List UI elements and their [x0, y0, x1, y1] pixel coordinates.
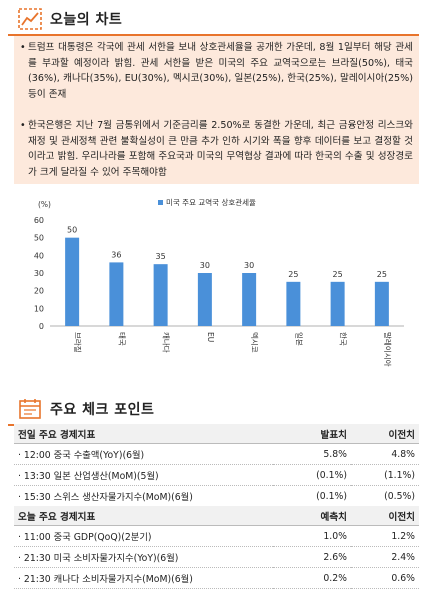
section-header-check-points: 주요 체크 포인트	[8, 394, 419, 426]
indicator-name: · 11:00 중국 GDP(QoQ)(2분기)	[14, 525, 273, 547]
section-header-todays-chart: 오늘의 차트	[8, 4, 419, 36]
bullet-mark: •	[20, 120, 26, 131]
actual-value: 5.8%	[273, 443, 351, 465]
table-row: · 21:30 미국 소비자물가지수(YoY)(6월) 2.6% 2.4%	[14, 546, 419, 568]
tariff-bar-chart: (%) 미국 주요 교역국 상호관세율 0 10 20 30 40 50 60 50 브라질 36 태국…	[34, 197, 404, 367]
forecast-value: 1.0%	[273, 525, 351, 547]
data-label: 25	[333, 270, 343, 279]
y-tick-label: 40	[34, 251, 44, 260]
bullet-mark: •	[20, 42, 26, 53]
data-label: 30	[200, 261, 210, 270]
previous-value: 0.6%	[351, 567, 419, 589]
x-tick-label: 태국	[117, 332, 126, 346]
col-header-previous: 이전치	[351, 506, 419, 526]
bar	[330, 281, 345, 326]
commentary-box: • 트럼프 대통령은 각국에 관세 서한을 보내 상호관세율을 공개한 가운데,…	[14, 36, 419, 184]
x-tick-label: 브라질	[73, 332, 82, 353]
col-header-indicator: 오늘 주요 경제지표	[14, 506, 273, 526]
x-tick-label: EU	[206, 332, 215, 342]
commentary-bullet-1: • 트럼프 대통령은 각국에 관세 서한을 보내 상호관세율을 공개한 가운데,…	[20, 40, 413, 102]
forecast-value: 0.2%	[273, 567, 351, 589]
y-tick-label: 30	[34, 269, 44, 278]
y-unit-label: (%)	[38, 200, 51, 209]
section-title: 주요 체크 포인트	[50, 402, 155, 418]
col-header-previous: 이전치	[351, 424, 419, 444]
x-tick-label: 멕시코	[250, 332, 260, 353]
actual-value: (0.1%)	[273, 464, 351, 486]
x-tick-label: 한국	[339, 332, 348, 346]
table-row: · 21:30 캐나다 소비자물가지수(MoM)(6월) 0.2% 0.6%	[14, 567, 419, 589]
col-header-actual: 발표치	[273, 424, 351, 444]
legend-label: 미국 주요 교역국 상호관세율	[166, 197, 256, 207]
col-header-indicator: 전일 주요 경제지표	[14, 424, 273, 444]
prev-indicators-table: 전일 주요 경제지표 발표치 이전치 · 12:00 중국 수출액(YoY)(6…	[14, 424, 419, 507]
data-label: 30	[244, 261, 254, 270]
col-header-forecast: 예측치	[273, 506, 351, 526]
bar	[65, 237, 80, 326]
indicator-name: · 13:30 일본 산업생산(MoM)(5월)	[14, 464, 273, 486]
previous-value: 1.2%	[351, 525, 419, 547]
bullet-text: 한국은행은 지난 7월 금통위에서 기준금리를 2.50%로 동결한 가운데, …	[28, 120, 413, 178]
y-tick-label: 50	[34, 234, 44, 243]
bar	[286, 281, 301, 326]
table-header-row: 전일 주요 경제지표 발표치 이전치	[14, 424, 419, 444]
section-title: 오늘의 차트	[50, 12, 123, 28]
table-row: · 15:30 스위스 생산자물가지수(MoM)(6월) (0.1%) (0.5…	[14, 485, 419, 507]
previous-value: 4.8%	[351, 443, 419, 465]
forecast-value: 2.6%	[273, 546, 351, 568]
x-tick-label: 일본	[294, 332, 303, 346]
commentary-bullet-2: • 한국은행은 지난 7월 금통위에서 기준금리를 2.50%로 동결한 가운데…	[20, 118, 413, 180]
y-tick-label: 0	[39, 322, 44, 331]
indicator-name: · 21:30 캐나다 소비자물가지수(MoM)(6월)	[14, 567, 273, 589]
indicator-name: · 15:30 스위스 생산자물가지수(MoM)(6월)	[14, 485, 273, 507]
data-label: 50	[67, 226, 77, 235]
x-tick-label: 말레이시아	[383, 332, 393, 367]
data-label: 25	[288, 270, 298, 279]
y-tick-label: 10	[34, 304, 44, 313]
bullet-text: 트럼프 대통령은 각국에 관세 서한을 보내 상호관세율을 공개한 가운데, 8…	[28, 42, 413, 100]
bar	[197, 273, 212, 326]
table-row: · 12:00 중국 수출액(YoY)(6월) 5.8% 4.8%	[14, 443, 419, 465]
data-label: 25	[377, 270, 387, 279]
previous-value: 2.4%	[351, 546, 419, 568]
table-header-row: 오늘 주요 경제지표 예측치 이전치	[14, 506, 419, 526]
legend-swatch	[158, 200, 163, 205]
bar	[109, 262, 124, 326]
trend-chart-icon	[18, 8, 42, 30]
calendar-icon	[19, 399, 41, 419]
indicator-name: · 21:30 미국 소비자물가지수(YoY)(6월)	[14, 546, 273, 568]
y-tick-label: 20	[34, 287, 44, 296]
bar	[153, 264, 168, 326]
data-label: 35	[156, 252, 166, 261]
indicator-name: · 12:00 중국 수출액(YoY)(6월)	[14, 443, 273, 465]
data-label: 36	[111, 250, 121, 259]
table-row: · 11:00 중국 GDP(QoQ)(2분기) 1.0% 1.2%	[14, 525, 419, 547]
x-tick-label: 캐나다	[162, 332, 171, 353]
actual-value: (0.1%)	[273, 485, 351, 507]
bar	[374, 281, 389, 326]
table-row: · 13:30 일본 산업생산(MoM)(5월) (0.1%) (1.1%)	[14, 464, 419, 486]
previous-value: (1.1%)	[351, 464, 419, 486]
today-indicators-table: 오늘 주요 경제지표 예측치 이전치 · 11:00 중국 GDP(QoQ)(2…	[14, 506, 419, 589]
previous-value: (0.5%)	[351, 485, 419, 507]
bar	[242, 273, 257, 326]
y-tick-label: 60	[34, 216, 44, 225]
